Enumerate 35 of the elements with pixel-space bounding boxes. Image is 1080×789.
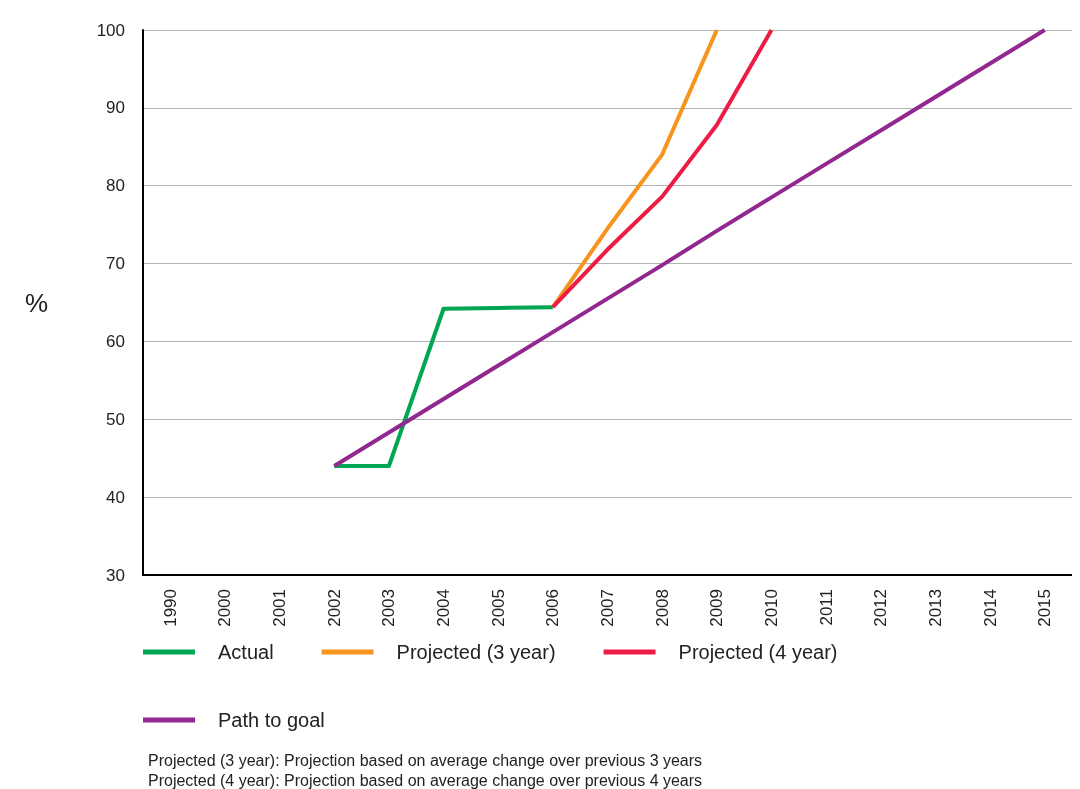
x-tick-label: 2009 [707, 589, 727, 627]
line-series [332, 305, 555, 468]
line-series [550, 28, 774, 310]
x-tick-label: 2008 [652, 589, 672, 627]
legend-label: Path to goal [218, 709, 325, 731]
x-tick-label: 2010 [761, 589, 781, 627]
y-tick-label: 90 [106, 98, 125, 118]
x-tick-label: 2007 [598, 589, 617, 627]
y-tick-label: 80 [106, 176, 125, 196]
legend-label: Actual [218, 641, 274, 663]
x-tick-label: 2015 [1035, 589, 1055, 627]
y-tick-label: 60 [106, 331, 125, 351]
x-tick-label: 2005 [488, 589, 508, 627]
y-tick-label: 100 [96, 20, 125, 40]
x-tick-label: 2011 [816, 589, 836, 626]
x-tick-label: 2006 [543, 589, 563, 627]
text: Projected (4 year): Projection based on average change over previous 4 years [148, 771, 703, 789]
y-tick-label: 70 [106, 254, 125, 274]
x-tick-label: 2000 [215, 589, 235, 627]
y-tick-label: 50 [106, 409, 125, 429]
x-tick-label: 2012 [871, 589, 891, 627]
y-axis-title: % [24, 287, 48, 318]
x-tick-label: 2013 [925, 589, 945, 627]
legend-label: Projected (3 year) [396, 641, 556, 663]
x-tick-label: 2004 [434, 589, 454, 627]
y-tick-label: 30 [106, 565, 125, 585]
x-tick-label: 2014 [980, 589, 1000, 627]
x-tick-label: 2003 [379, 589, 399, 627]
x-tick-label: 1990 [160, 589, 180, 627]
text: Projected (3 year): Projection based on average change over previous 3 years [148, 751, 703, 769]
y-tick-label: 40 [106, 487, 125, 507]
x-tick-label: 2002 [324, 589, 344, 627]
legend-label: Projected (4 year) [678, 641, 838, 663]
x-tick-label: 2001 [270, 589, 290, 627]
line-series [332, 28, 1047, 468]
